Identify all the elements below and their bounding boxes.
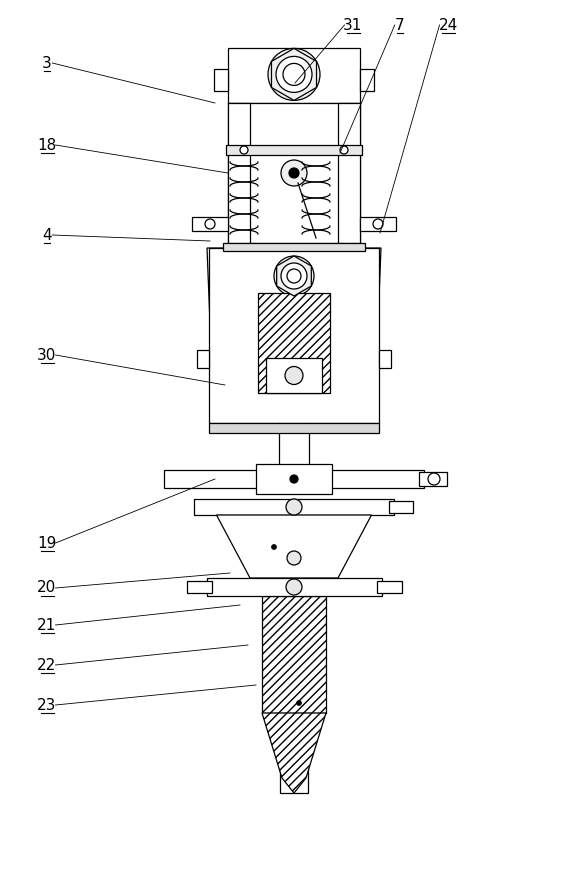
Text: 18: 18 [38,138,56,153]
Circle shape [274,256,314,296]
Circle shape [290,475,298,483]
Bar [419,472,447,486]
Bar [186,581,212,593]
Circle shape [268,48,320,100]
Bar [262,596,326,713]
Circle shape [289,168,299,178]
Bar [209,248,379,423]
Circle shape [205,219,215,229]
Text: 22: 22 [38,657,56,672]
Text: 30: 30 [37,347,56,362]
Bar [360,217,396,231]
Bar [164,470,424,488]
Text: 20: 20 [38,581,56,595]
Text: 23: 23 [37,698,56,712]
Circle shape [296,700,302,705]
Text: 4: 4 [42,228,52,243]
Circle shape [283,64,305,86]
Circle shape [287,269,301,283]
Circle shape [373,219,383,229]
Text: 31: 31 [343,17,363,32]
Bar [360,69,374,91]
Circle shape [285,367,303,384]
Polygon shape [207,248,381,423]
Bar [280,578,308,793]
Bar [228,103,360,243]
Circle shape [272,545,276,549]
Bar [264,303,324,393]
Circle shape [286,579,302,595]
Polygon shape [277,256,311,296]
Polygon shape [222,515,366,574]
Circle shape [287,551,301,565]
Circle shape [281,263,307,289]
Text: 21: 21 [38,617,56,633]
Bar [256,464,332,494]
Bar [389,501,413,513]
Polygon shape [262,713,326,793]
Bar [228,48,360,103]
Circle shape [286,499,302,515]
Circle shape [240,146,248,154]
Circle shape [428,473,440,485]
Bar [266,358,322,393]
Bar [379,350,391,368]
Bar [338,103,360,243]
Text: 24: 24 [439,17,457,32]
Bar [226,145,362,155]
Text: 19: 19 [37,535,56,551]
Bar [197,350,209,368]
Text: 3: 3 [42,56,52,71]
Circle shape [281,160,307,186]
Bar [206,578,382,596]
Polygon shape [272,48,316,100]
Bar [192,217,228,231]
Bar [194,499,394,515]
Bar [228,103,250,243]
Circle shape [340,146,348,154]
Bar [209,423,379,433]
Bar [223,243,365,251]
Text: 7: 7 [395,17,405,32]
Circle shape [276,57,312,93]
Bar [279,248,309,251]
Bar [376,581,402,593]
Polygon shape [216,515,372,578]
Bar [214,69,228,91]
Bar [258,293,330,393]
